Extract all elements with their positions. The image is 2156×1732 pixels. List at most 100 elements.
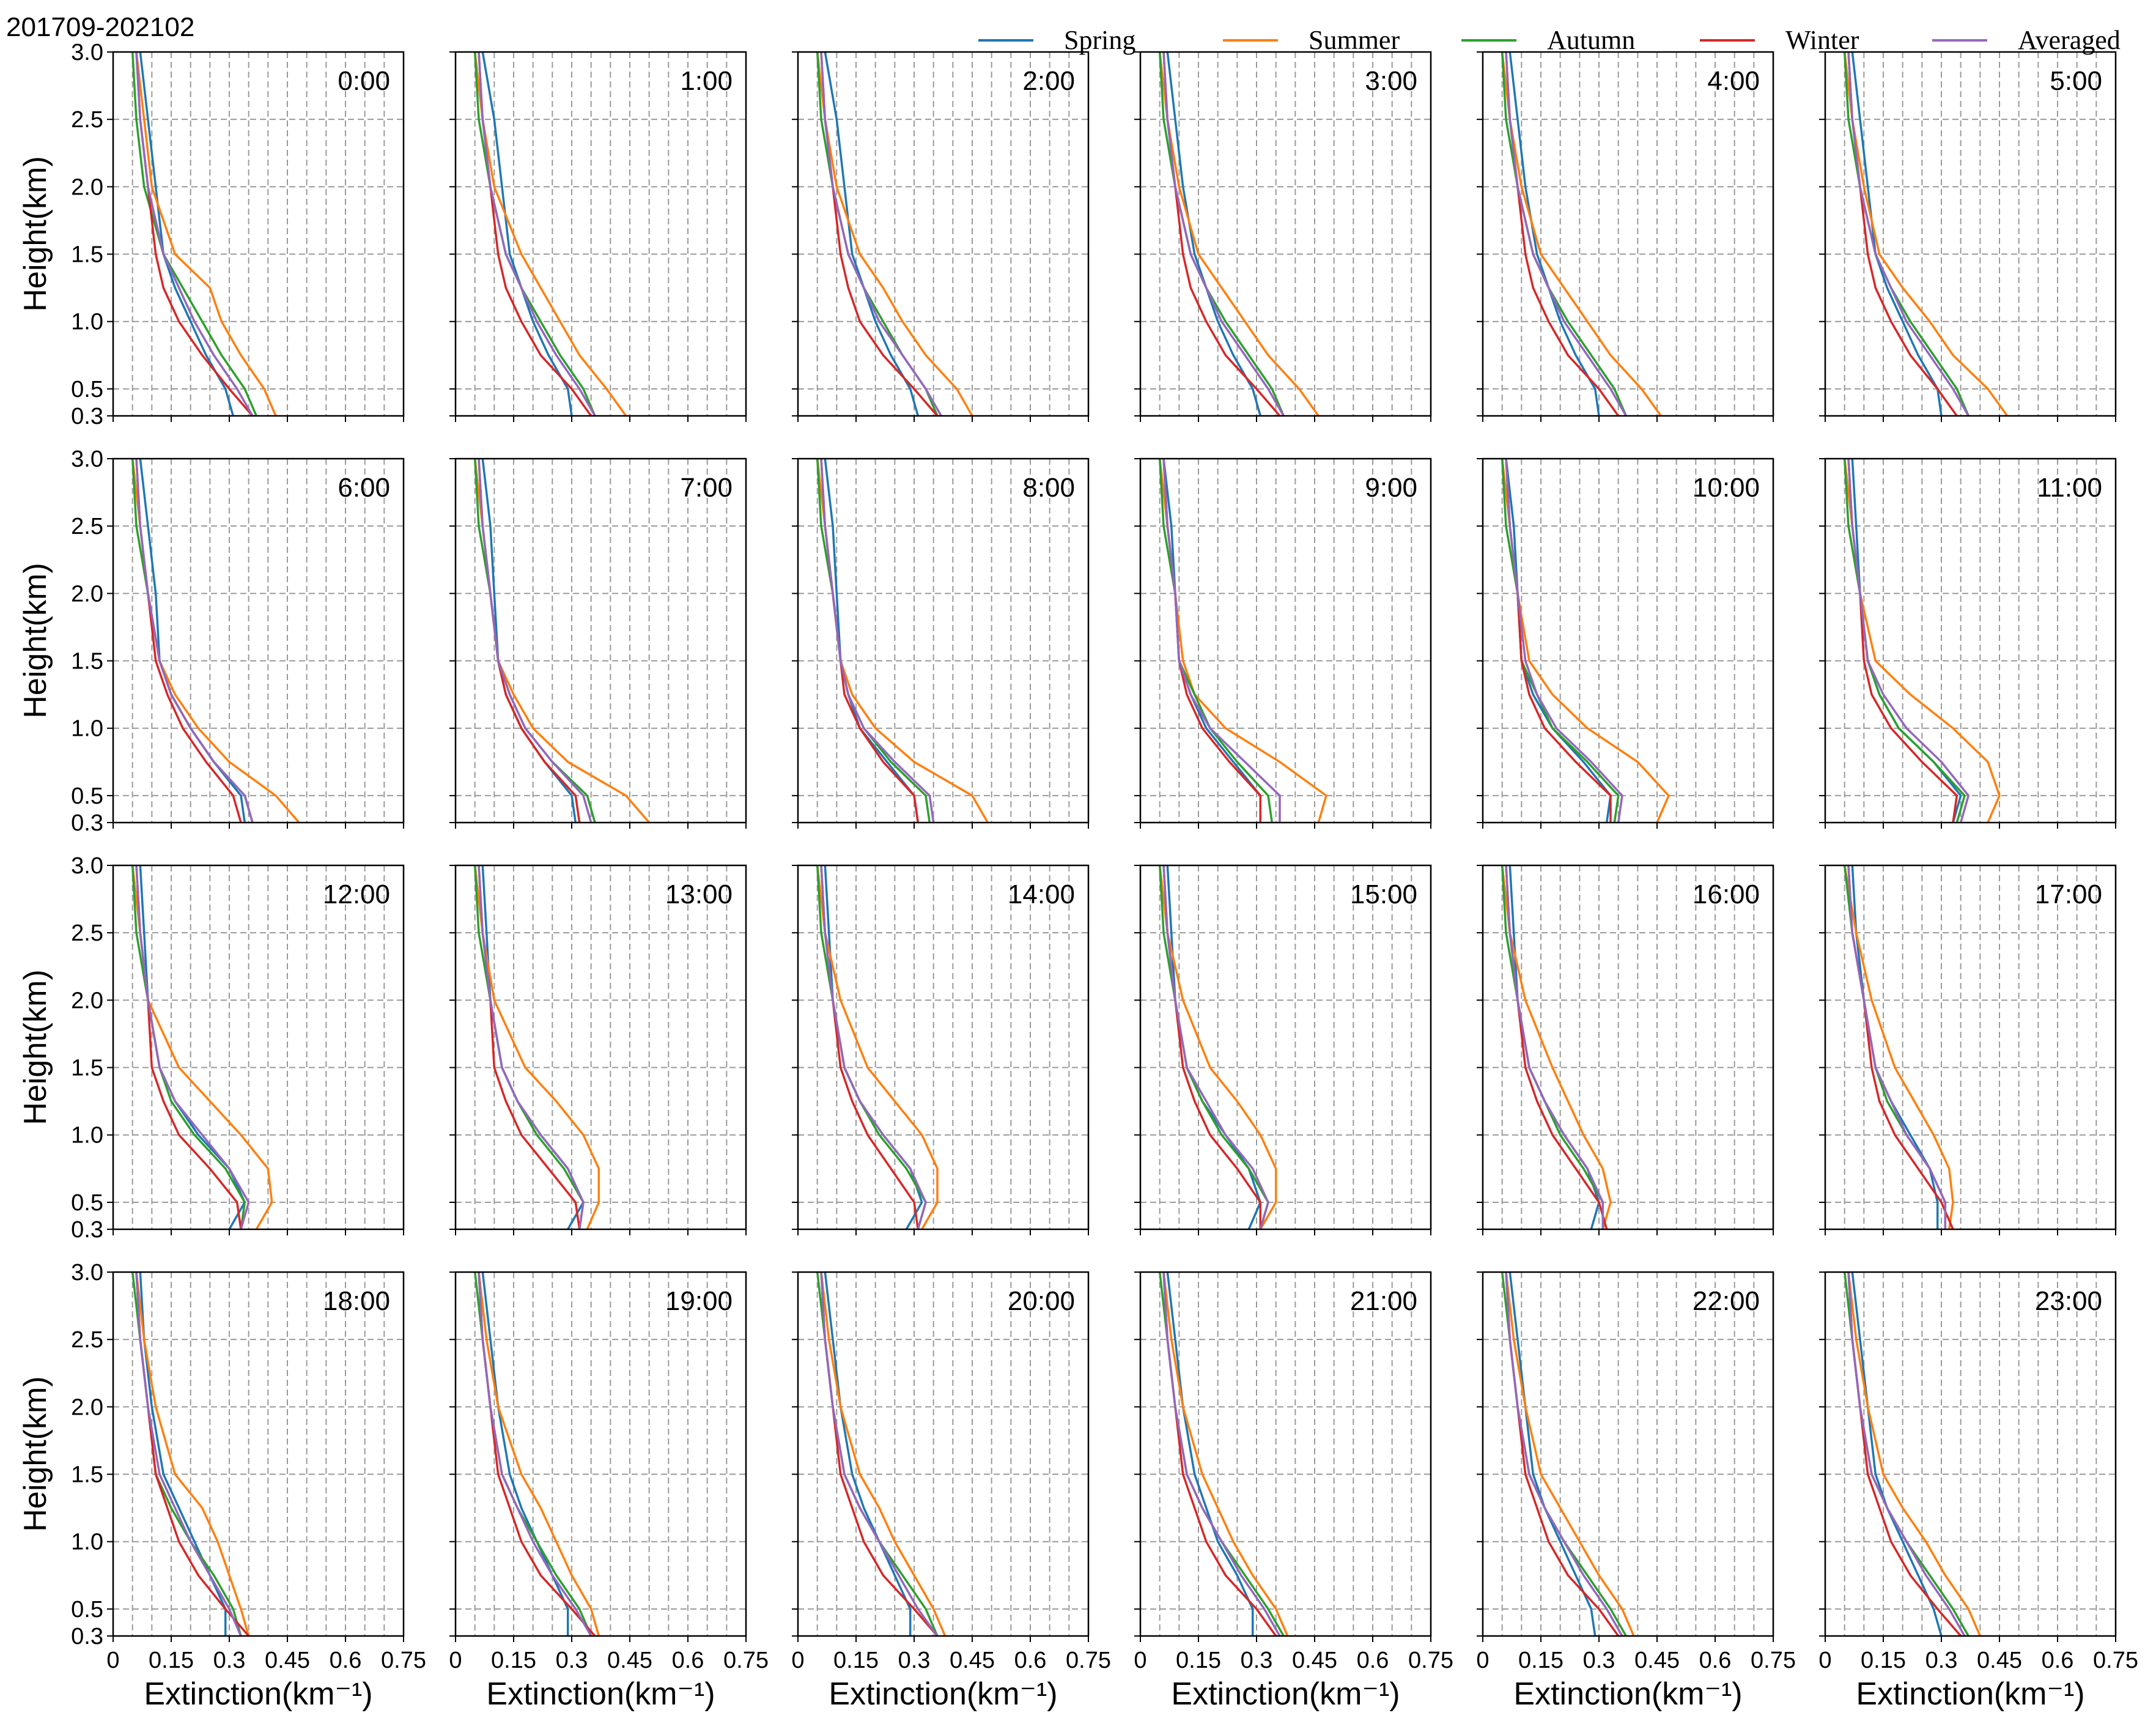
series-line-winter [820, 51, 939, 417]
x-tick-label: 0.45 [265, 1648, 310, 1673]
series-line-averaged [1505, 865, 1604, 1229]
y-tick-label: 1.5 [71, 242, 103, 268]
series-line-summer [473, 51, 627, 417]
panel-frame [1482, 51, 1774, 417]
x-tick-label: 0.45 [607, 1648, 652, 1673]
panel-18: 18:000.30.51.01.52.02.53.00 0.15 0.3 0.45 0.… [18, 1260, 426, 1712]
series-line-averaged [820, 865, 927, 1230]
series-line-averaged [1505, 1271, 1623, 1637]
panel-19: 19:00 0 0.15 0.3 0.45 0.6 0.75 Extinction(km⁻¹) [449, 1271, 769, 1712]
x-tick-label: 0.75 [723, 1648, 769, 1673]
series-line-summer [816, 865, 939, 1230]
panel-5: 5:00 [1819, 51, 2117, 422]
panel-23: 23:00 0 0.15 0.3 0.45 0.6 0.75 Extinction(km⁻¹) [1818, 1271, 2138, 1712]
series-line-summer [473, 458, 651, 824]
x-tick-label: 0.75 [381, 1648, 426, 1673]
panel-title: 11:00 [2037, 473, 2102, 503]
panel-21: 21:00 0 0.15 0.3 0.45 0.6 0.75 Extinction(km⁻¹) [1134, 1271, 1453, 1712]
y-tick-label: 1.5 [71, 649, 103, 675]
x-tick-label: 0.45 [1634, 1648, 1680, 1673]
y-tick-label: 3.0 [71, 1260, 103, 1286]
panel-frame [797, 457, 1090, 824]
y-tick-label: 3.0 [71, 40, 103, 65]
series-line-winter [1505, 1271, 1620, 1637]
panel-title: 0:00 [338, 66, 390, 96]
y-tick-label: 3.0 [71, 853, 103, 879]
panel-title: 22:00 [1693, 1286, 1760, 1316]
panel-14: 14:00 [792, 864, 1090, 1235]
x-axis-label: Extinction(km⁻¹) [1513, 1676, 1742, 1712]
panel-11: 11:00 [1819, 457, 2117, 829]
panel-10: 10:00 [1477, 457, 1774, 829]
series-line-winter [1162, 865, 1262, 1229]
series-line-averaged [1847, 865, 1947, 1229]
x-tick-label: 0.6 [2042, 1648, 2074, 1673]
panel-frame [797, 51, 1090, 417]
y-tick-label: 2.0 [71, 174, 103, 200]
panel-frame [454, 457, 747, 824]
series-line-autumn [1501, 865, 1604, 1229]
panel-3: 3:00 [1134, 51, 1432, 422]
series-line-autumn [1158, 865, 1269, 1230]
y-tick-label: 1.5 [71, 1056, 103, 1081]
series-line-spring [1505, 458, 1612, 823]
x-axis-label: Extinction(km⁻¹) [1856, 1676, 2084, 1712]
series-line-summer [1158, 51, 1320, 417]
x-tick-label: 0.3 [1583, 1648, 1615, 1673]
series-line-autumn [1501, 51, 1627, 416]
y-tick-label: 1.0 [71, 1123, 103, 1149]
x-tick-label: 0.75 [1751, 1648, 1796, 1673]
panel-7: 7:00 [449, 457, 747, 829]
panel-frame [1139, 457, 1432, 824]
panel-frame [1482, 1271, 1774, 1637]
series-line-summer [478, 1271, 600, 1637]
series-line-winter [478, 51, 593, 417]
x-tick-label: 0.15 [149, 1648, 194, 1673]
y-tick-label: 3.0 [71, 446, 103, 472]
series-line-averaged [135, 458, 254, 823]
series-line-summer [1158, 865, 1277, 1230]
x-tick-label: 0 [1818, 1648, 1831, 1673]
panel-1: 1:00 [449, 51, 747, 422]
panel-frame [112, 457, 405, 824]
series-line-averaged [1162, 51, 1285, 416]
panel-frame [1824, 1271, 2117, 1637]
y-tick-label: 2.5 [71, 514, 103, 539]
y-tick-label: 0.5 [71, 1190, 103, 1216]
y-tick-label: 1.0 [71, 716, 103, 742]
x-axis-label: Extinction(km⁻¹) [486, 1676, 715, 1712]
series-line-winter [820, 1271, 939, 1637]
panel-frame [112, 1271, 405, 1637]
x-tick-label: 0.45 [1977, 1648, 2022, 1673]
panel-13: 13:00 [449, 864, 747, 1235]
y-tick-label: 2.5 [71, 107, 103, 133]
panel-frame [454, 51, 747, 417]
x-tick-label: 0.75 [2093, 1648, 2138, 1673]
series-line-winter [1505, 51, 1620, 417]
x-tick-label: 0.75 [1066, 1648, 1111, 1673]
series-line-winter [478, 1271, 596, 1637]
panel-16: 16:00 [1477, 864, 1774, 1235]
x-tick-label: 0.3 [1241, 1648, 1273, 1673]
series-line-averaged [1162, 458, 1281, 823]
series-line-summer [1843, 51, 2009, 417]
x-tick-label: 0.3 [898, 1648, 931, 1673]
panel-22: 22:00 0 0.15 0.3 0.45 0.6 0.75 Extinction(km⁻¹) [1476, 1271, 1796, 1712]
series-line-winter [135, 51, 254, 417]
series-line-averaged [1847, 51, 1970, 416]
series-line-winter [1162, 1271, 1277, 1637]
series-line-summer [820, 1271, 947, 1637]
panel-frame [112, 51, 405, 417]
series-line-autumn [1158, 458, 1274, 823]
x-tick-label: 0 [1134, 1648, 1146, 1673]
panel-frame [112, 864, 405, 1231]
y-tick-label: 2.0 [71, 581, 103, 607]
panel-title: 13:00 [665, 879, 733, 909]
legend-label-autumn: Autumn [1547, 25, 1636, 55]
x-tick-label: 0.45 [950, 1648, 995, 1673]
legend-swatch-winter [1700, 39, 1755, 42]
series-line-summer [1505, 1271, 1635, 1637]
x-tick-label: 0.6 [1699, 1648, 1732, 1673]
panel-frame [1482, 864, 1774, 1231]
series-line-spring [139, 1271, 227, 1636]
